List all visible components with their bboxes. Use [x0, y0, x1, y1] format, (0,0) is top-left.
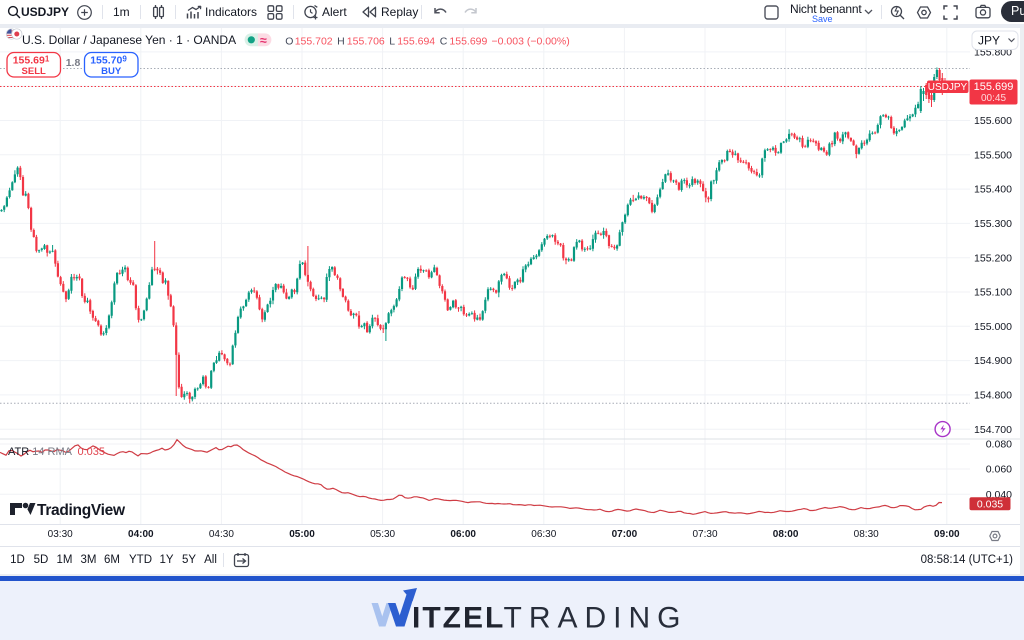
svg-text:U.S. Dollar / Japanese Yen · 1: U.S. Dollar / Japanese Yen · 1 · OANDA	[22, 33, 236, 47]
svg-text:155.000: 155.000	[974, 321, 1012, 333]
svg-text:JPY: JPY	[978, 34, 1000, 48]
svg-text:155.400: 155.400	[974, 184, 1012, 196]
svg-text:155.706: 155.706	[347, 35, 385, 47]
svg-text:0.060: 0.060	[986, 464, 1012, 476]
svg-text:155.300: 155.300	[974, 218, 1012, 230]
svg-text:155.500: 155.500	[974, 149, 1012, 161]
svg-text:ITZEL: ITZEL	[412, 602, 505, 634]
svg-text:155.100: 155.100	[974, 287, 1012, 299]
svg-text:00:45: 00:45	[981, 93, 1006, 104]
svg-text:155.699: 155.699	[449, 35, 487, 47]
svg-text:TRADING: TRADING	[504, 602, 688, 634]
svg-text:0.035: 0.035	[977, 498, 1003, 510]
svg-text:O: O	[285, 35, 293, 47]
svg-text:155.691: 155.691	[13, 55, 50, 67]
svg-text:SELL: SELL	[22, 66, 46, 77]
svg-text:H: H	[337, 35, 345, 47]
svg-text:154.700: 154.700	[974, 424, 1012, 436]
svg-text:155.702: 155.702	[295, 35, 333, 47]
svg-text:1.8: 1.8	[66, 57, 81, 69]
svg-text:C: C	[440, 35, 448, 47]
svg-text:155.600: 155.600	[974, 115, 1012, 127]
svg-text:−0.003 (−0.00%): −0.003 (−0.00%)	[492, 35, 570, 47]
svg-text:0.080: 0.080	[986, 439, 1012, 451]
svg-text:154.900: 154.900	[974, 355, 1012, 367]
svg-text:USDJPY: USDJPY	[928, 82, 968, 93]
svg-text:154.800: 154.800	[974, 390, 1012, 402]
svg-text:155.200: 155.200	[974, 252, 1012, 264]
svg-text:L: L	[389, 35, 395, 47]
svg-text:TradingView: TradingView	[37, 502, 126, 519]
svg-text:≈: ≈	[260, 34, 267, 48]
svg-text:155.699: 155.699	[974, 81, 1014, 93]
svg-text:155.694: 155.694	[397, 35, 435, 47]
svg-text:155.709: 155.709	[90, 55, 127, 67]
svg-text:ATR 14 RMA 0.035: ATR 14 RMA 0.035	[8, 446, 105, 458]
svg-text:BUY: BUY	[101, 66, 122, 77]
